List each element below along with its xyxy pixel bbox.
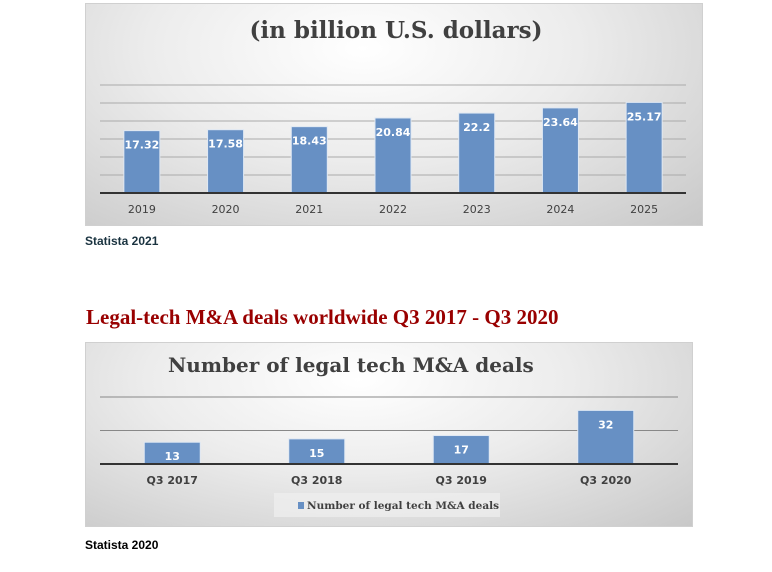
chart-title: Number of legal tech M&A deals [168, 353, 534, 377]
category-label: 2021 [295, 203, 323, 216]
category-label: 2019 [128, 203, 156, 216]
category-label: 2024 [546, 203, 574, 216]
data-label: 15 [309, 447, 324, 460]
category-label: Q3 2020 [580, 474, 632, 487]
data-label: 20.84 [376, 126, 411, 139]
source-label-2021: Statista 2021 [85, 234, 159, 248]
bar [625, 101, 663, 194]
category-label: Q3 2019 [436, 474, 487, 487]
category-label: Q3 2017 [147, 474, 198, 487]
data-label: 32 [598, 418, 613, 431]
section-heading: Legal-tech M&A deals worldwide Q3 2017 -… [86, 305, 559, 329]
source-label-2020: Statista 2020 [85, 538, 159, 552]
data-label: 22.2 [463, 121, 490, 134]
bar [290, 126, 328, 194]
data-label: 17.32 [124, 139, 159, 152]
category-label: Q3 2018 [291, 474, 342, 487]
data-label: 17.58 [208, 138, 243, 151]
bar [541, 107, 579, 194]
chart-title: (in billion U.S. dollars) [250, 17, 543, 44]
data-label: 23.64 [543, 116, 578, 129]
legend-label: Number of legal tech M&A deals [307, 500, 499, 512]
category-label: 2023 [463, 203, 491, 216]
bar [374, 117, 412, 194]
bar [288, 438, 346, 465]
legend-box [274, 493, 500, 517]
bar [207, 129, 245, 194]
category-label: 2020 [212, 203, 240, 216]
category-label: 2022 [379, 203, 407, 216]
data-label: 17 [454, 444, 469, 457]
bar [432, 435, 490, 465]
category-label: 2025 [630, 203, 658, 216]
data-label: 18.43 [292, 135, 327, 148]
data-label: 13 [165, 450, 180, 463]
bar [458, 112, 496, 194]
data-label: 25.17 [627, 110, 662, 123]
legend-swatch [298, 502, 304, 509]
